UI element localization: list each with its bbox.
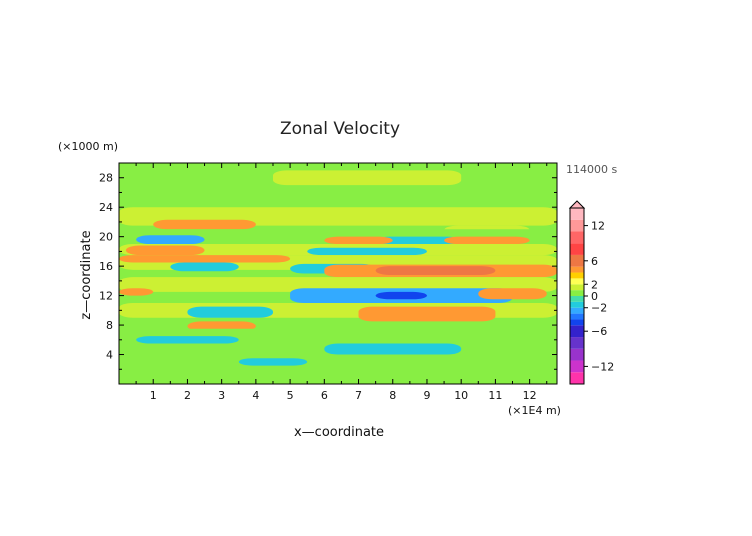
heatmap-cell-16 [170,262,239,272]
x-tick-label-8: 8 [389,389,396,402]
y-tick-label-28: 28 [99,172,113,185]
heatmap-cell-24 [478,288,547,300]
y-tick-label-8: 8 [106,319,113,332]
heatmap-cell-28 [187,321,256,331]
colorbar-segment-9 [570,296,584,302]
colorbar-segment-17 [570,231,584,244]
colorbar-segment-0 [570,372,584,384]
heatmap-cell-26 [187,306,273,318]
colorbar-tick-label-4: −2 [591,302,607,315]
heatmap-cell-35 [119,369,557,384]
y-unit-label: (×1000 m) [58,140,118,153]
colorbar-segment-8 [570,301,584,308]
x-tick-label-6: 6 [321,389,328,402]
heatmap-cell-2 [119,192,557,204]
heatmap-cell-31 [324,343,462,355]
colorbar-segment-11 [570,284,584,291]
x-tick-label-10: 10 [454,389,468,402]
colorbar-tick-label-3: 0 [591,290,598,303]
plot-frame [118,162,558,385]
colorbar-segment-4 [570,325,584,338]
heatmap-cell-15 [119,255,291,263]
y-axis-label: z—coordinate [79,230,94,319]
colorbar-segment-12 [570,278,584,285]
x-tick-label-3: 3 [218,389,225,402]
colorbar-segment-6 [570,313,584,320]
colorbar-segment-3 [570,337,584,349]
y-tick-label-4: 4 [106,349,113,362]
heatmap-cell-1 [272,170,462,186]
chart-title: Zonal Velocity [280,119,400,139]
colorbar-segment-15 [570,254,584,267]
heatmap-cell-27 [358,306,496,322]
colorbar-tick-label-2: 2 [591,278,598,291]
x-axis-label: x—coordinate [294,425,384,440]
colorbar-segment-10 [570,290,584,296]
x-tick-label-1: 1 [150,389,157,402]
colorbar-segment-7 [570,307,584,314]
colorbar-tick-label-6: −12 [591,360,614,373]
colorbar: 12 6 20−2 −6 −12 [568,200,614,385]
x-tick-label-2: 2 [184,389,191,402]
heatmap-cell-12 [125,245,205,256]
x-tick-label-11: 11 [488,389,502,402]
heatmap-cell-33 [238,358,308,366]
heatmap-cell-4 [153,219,256,230]
heatmap-cell-8 [375,236,462,245]
heatmap-cell-10 [444,236,530,245]
x-unit-label: (×1E4 m) [508,404,561,417]
x-tick-label-7: 7 [355,389,362,402]
heatmap-cell-9 [324,236,393,245]
colorbar-tick-label-1: 6 [591,255,598,268]
heatmap-cell-13 [307,247,427,256]
heatmap-plot [119,163,557,384]
y-tick-label-24: 24 [99,201,113,214]
colorbar-segment-1 [570,360,584,373]
colorbar-segment-2 [570,348,584,361]
colorbar-extension [568,200,586,209]
colorbar-segment-13 [570,272,584,279]
colorbar-segment-16 [570,243,584,255]
y-tick-label-20: 20 [99,231,113,244]
x-tick-label-5: 5 [287,389,294,402]
heatmap-cell-19 [375,266,496,275]
colorbar-segment-19 [570,208,584,220]
heatmap-cell-32 [119,354,557,366]
x-tick-label-4: 4 [252,389,259,402]
time-label: 114000 s [566,163,617,176]
colorbar-segment-18 [570,219,584,232]
colorbar-tick-label-5: −6 [591,325,607,338]
x-tick-label-12: 12 [523,389,537,402]
colorbar-segment-14 [570,266,584,273]
x-tick-label-9: 9 [423,389,430,402]
heatmap-cell-23 [375,291,427,300]
colorbar-tick-label-0: 12 [591,220,605,233]
y-tick-label-16: 16 [99,260,113,273]
heatmap-cell-30 [136,336,239,344]
heatmap-cell-21 [119,288,154,296]
heatmap-cell-7 [136,235,205,245]
y-tick-label-12: 12 [99,290,113,303]
colorbar-segment-5 [570,319,584,326]
